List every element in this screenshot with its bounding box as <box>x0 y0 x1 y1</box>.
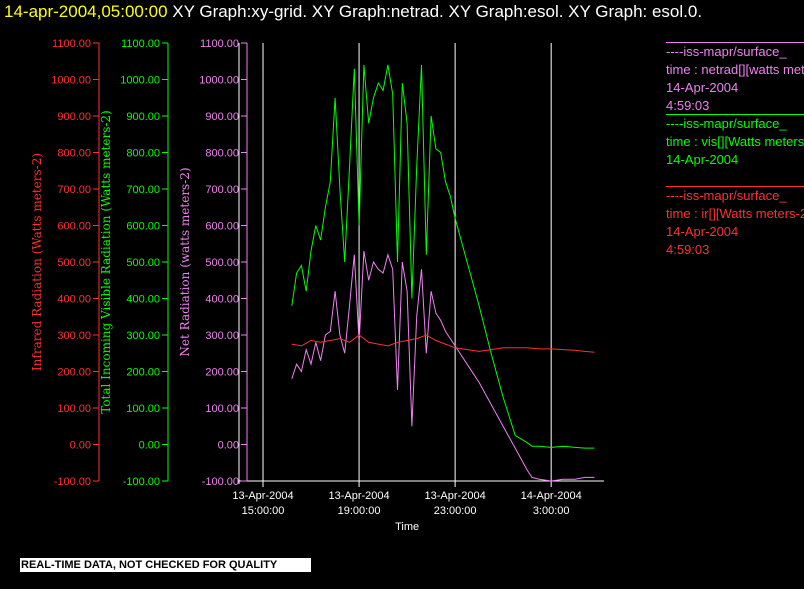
chart-title: 14-apr-2004,05:00:00 XY Graph:xy-grid. X… <box>4 2 794 22</box>
legend-netrad: ----iss-mapr/surface_ time : netrad[][wa… <box>666 42 804 115</box>
y-axis-1-tick-label-8: 700.00 <box>126 184 160 196</box>
legend-ir: ----iss-mapr/surface_ time : ir[][Watts … <box>666 186 804 259</box>
y-axis-1-tick-label-4: 300.00 <box>126 330 160 342</box>
y-axis-1-tick-label-1: 0.00 <box>139 440 160 452</box>
x-tick-label-time-0: 15:00:00 <box>242 505 285 517</box>
legend-vis-source: ----iss-mapr/surface_ <box>666 114 804 133</box>
y-axis-0-tick-label-2: 100.00 <box>57 403 91 415</box>
y-axis-0-tick-label-5: 400.00 <box>57 294 91 306</box>
y-axis-1-tick-label-2: 100.00 <box>126 403 160 415</box>
y-axis-0-tick-label-3: 200.00 <box>57 367 91 379</box>
series-ir-line <box>291 334 595 353</box>
series-vis-line <box>291 64 595 449</box>
x-tick-label-date-0: 13-Apr-2004 <box>232 490 293 502</box>
y-axis-0-tick-label-4: 300.00 <box>57 330 91 342</box>
y-axis-2-tick-label-3: 200.00 <box>205 367 239 379</box>
legend-vis-date: 14-Apr-2004 <box>666 152 739 167</box>
legend-ir-source: ----iss-mapr/surface_ <box>666 186 804 205</box>
y-axis-1-tick-label-6: 500.00 <box>126 257 160 269</box>
legend-ir-date: 14-Apr-2004 <box>666 224 739 239</box>
y-axis-1-tick-label-9: 800.00 <box>126 148 160 160</box>
legend-ir-time: 4:59:03 <box>666 242 710 257</box>
title-timestamp: 14-apr-2004,05:00:00 <box>4 2 168 21</box>
y-axis-2-tick-label-9: 800.00 <box>205 148 239 160</box>
y-axis-0-tick-label-8: 700.00 <box>57 184 91 196</box>
y-axis-2-tick-label-4: 300.00 <box>205 330 239 342</box>
x-tick-label-date-3: 14-Apr-2004 <box>521 490 582 502</box>
legend-vis-variable: time : vis[][Watts meters-2] <box>666 134 804 149</box>
y-axis-2-tick-label-0: -100.00 <box>202 476 239 488</box>
y-axis-2-tick-label-1: 0.00 <box>218 440 239 452</box>
legend-netrad-date: 14-Apr-2004 <box>666 80 739 95</box>
y-axis-0-tick-label-7: 600.00 <box>57 221 91 233</box>
x-tick-label-time-3: 3:00:00 <box>533 505 570 517</box>
y-axis-0-tick-label-1: 0.00 <box>70 440 91 452</box>
x-tick-label-time-2: 23:00:00 <box>434 505 477 517</box>
x-tick-label-time-1: 19:00:00 <box>338 505 381 517</box>
y-axis-0-label: Infrared Radiation (Watts meters-2) <box>30 153 44 371</box>
y-axis-1-tick-label-5: 400.00 <box>126 294 160 306</box>
x-tick-label-date-1: 13-Apr-2004 <box>328 490 389 502</box>
y-axis-2-tick-label-8: 700.00 <box>205 184 239 196</box>
legend-netrad-variable: time : netrad[][watts meters-2] <box>666 62 804 77</box>
y-axis-0-tick-label-11: 1000.00 <box>51 75 91 87</box>
y-axis-2-tick-label-11: 1000.00 <box>199 75 239 87</box>
y-axis-2-tick-label-2: 100.00 <box>205 403 239 415</box>
y-axis-2-tick-label-6: 500.00 <box>205 257 239 269</box>
legend-ir-variable: time : ir[][Watts meters-2] <box>666 206 804 221</box>
x-axis-label: Time <box>395 521 419 533</box>
y-axis-1-label: Total Incoming Visible Radiation (Watts … <box>99 110 113 414</box>
y-axis-0-tick-label-9: 800.00 <box>57 148 91 160</box>
y-axis-1-tick-label-11: 1000.00 <box>120 75 160 87</box>
y-axis-2-label: Net Radiation (watts meters-2) <box>178 167 192 356</box>
legend-netrad-time: 4:59:03 <box>666 98 710 113</box>
y-axis-1-tick-label-10: 900.00 <box>126 111 160 123</box>
legend-netrad-source: ----iss-mapr/surface_ <box>666 42 804 61</box>
y-axis-1-tick-label-12: 1100.00 <box>121 38 160 50</box>
y-axis-1-tick-label-0: -100.00 <box>123 476 160 488</box>
legend-vis: ----iss-mapr/surface_ time : vis[][Watts… <box>666 114 804 169</box>
y-axis-0-tick-label-10: 900.00 <box>57 111 91 123</box>
y-axis-2-tick-label-5: 400.00 <box>205 294 239 306</box>
y-axis-2-tick-label-10: 900.00 <box>205 111 239 123</box>
y-axis-0-tick-label-0: -100.00 <box>54 476 91 488</box>
y-axis-1-tick-label-7: 600.00 <box>126 221 160 233</box>
title-text: XY Graph:xy-grid. XY Graph:netrad. XY Gr… <box>167 2 703 21</box>
y-axis-0-tick-label-6: 500.00 <box>57 257 91 269</box>
quality-notice: REAL-TIME DATA, NOT CHECKED FOR QUALITY <box>20 558 311 572</box>
y-axis-2-tick-label-7: 600.00 <box>205 221 239 233</box>
y-axis-2-tick-label-12: 1100.00 <box>200 38 239 50</box>
y-axis-1-tick-label-3: 200.00 <box>126 367 160 379</box>
x-tick-label-date-2: 13-Apr-2004 <box>425 490 486 502</box>
series-netrad-line <box>291 250 595 482</box>
y-axis-0-tick-label-12: 1100.00 <box>52 38 91 50</box>
